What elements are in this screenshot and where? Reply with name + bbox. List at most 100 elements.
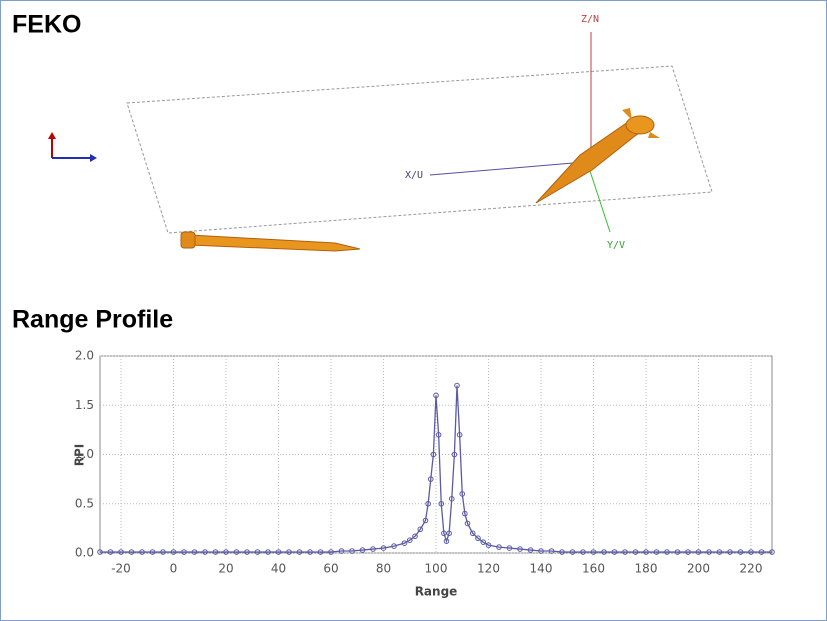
point: [359, 547, 366, 553]
x-tick-label: 200: [687, 562, 710, 576]
point: [286, 549, 292, 555]
point: [601, 549, 607, 555]
view-title: FEKO: [12, 11, 81, 39]
point: [716, 549, 723, 555]
point: [202, 549, 208, 555]
point: [674, 549, 681, 555]
point: [632, 549, 639, 555]
arrow: [90, 154, 97, 162]
point: [244, 549, 250, 555]
y-tick-label: 0.5: [75, 496, 94, 510]
point: [422, 517, 429, 524]
point: [380, 545, 387, 551]
point: [435, 432, 442, 438]
point: [438, 500, 445, 507]
point: [118, 549, 124, 555]
x-label: X/U: [405, 170, 423, 181]
point: [430, 451, 437, 458]
x-tick-label: 220: [740, 562, 763, 576]
point: [317, 549, 324, 555]
x-tick-label: -20: [111, 562, 131, 576]
point: [427, 476, 434, 482]
point: [569, 549, 576, 555]
point: [548, 548, 555, 554]
x-tick-label: 100: [425, 562, 448, 576]
point: [425, 500, 431, 507]
y-tick-label: 1.0: [75, 447, 94, 461]
x-tick-label: 0: [170, 562, 178, 576]
x-tick-label: 140: [530, 562, 553, 576]
x-tick-label: 180: [635, 562, 658, 576]
point: [417, 526, 424, 533]
point: [349, 548, 355, 554]
point: [170, 549, 177, 555]
point: [590, 549, 597, 555]
point: [469, 530, 476, 537]
x-tick-label: 160: [582, 562, 605, 576]
point: [296, 549, 303, 555]
point: [391, 543, 397, 549]
point: [446, 530, 452, 537]
y-axis-title: RPI: [73, 444, 87, 467]
point: [370, 546, 376, 552]
point: [459, 491, 466, 497]
arrow: [48, 132, 56, 139]
point: [233, 549, 240, 555]
point: [265, 549, 271, 555]
line: [100, 385, 772, 553]
point: [527, 547, 534, 553]
point: [448, 496, 455, 502]
point: [727, 549, 733, 555]
point: [212, 549, 219, 555]
fin: [622, 108, 632, 120]
point: [433, 392, 439, 399]
point: [307, 549, 313, 555]
point: [254, 549, 261, 555]
z-label: Z/N: [581, 14, 599, 25]
point: [664, 549, 670, 555]
point: [464, 520, 471, 527]
point: [338, 548, 345, 554]
point: [685, 549, 691, 555]
point: [559, 549, 565, 555]
x-tick-label: 80: [376, 562, 391, 576]
point: [506, 545, 513, 551]
point: [538, 548, 544, 554]
point: [475, 535, 481, 542]
point: [451, 451, 458, 458]
x-axis: [429, 161, 586, 176]
point: [97, 549, 103, 555]
point: [496, 544, 502, 550]
point: [454, 382, 460, 389]
y-tick-label: 1.5: [75, 398, 94, 412]
point: [456, 432, 463, 438]
point: [328, 549, 334, 555]
point: [748, 549, 754, 555]
point: [401, 540, 408, 546]
point: [191, 549, 198, 555]
point: [769, 549, 775, 555]
y-tick-label: 2.0: [75, 349, 94, 363]
point: [643, 549, 649, 555]
point: [758, 549, 765, 555]
point: [706, 549, 712, 555]
missile-tail: [625, 115, 655, 135]
point: [181, 549, 187, 555]
point: [462, 510, 468, 517]
point: [480, 539, 487, 545]
fin: [648, 132, 660, 138]
point: [149, 549, 156, 555]
point: [580, 549, 586, 555]
x-tick-label: 40: [271, 562, 286, 576]
point: [139, 549, 145, 555]
point: [653, 549, 660, 555]
point: [275, 549, 282, 555]
y-tick-label: 0.0: [75, 546, 94, 560]
point: [107, 549, 114, 555]
point: [611, 549, 618, 555]
missile-tail: [180, 231, 196, 249]
scene: Z/N X/U Y/V: [48, 14, 713, 252]
point: [441, 530, 447, 537]
point: [160, 549, 166, 555]
